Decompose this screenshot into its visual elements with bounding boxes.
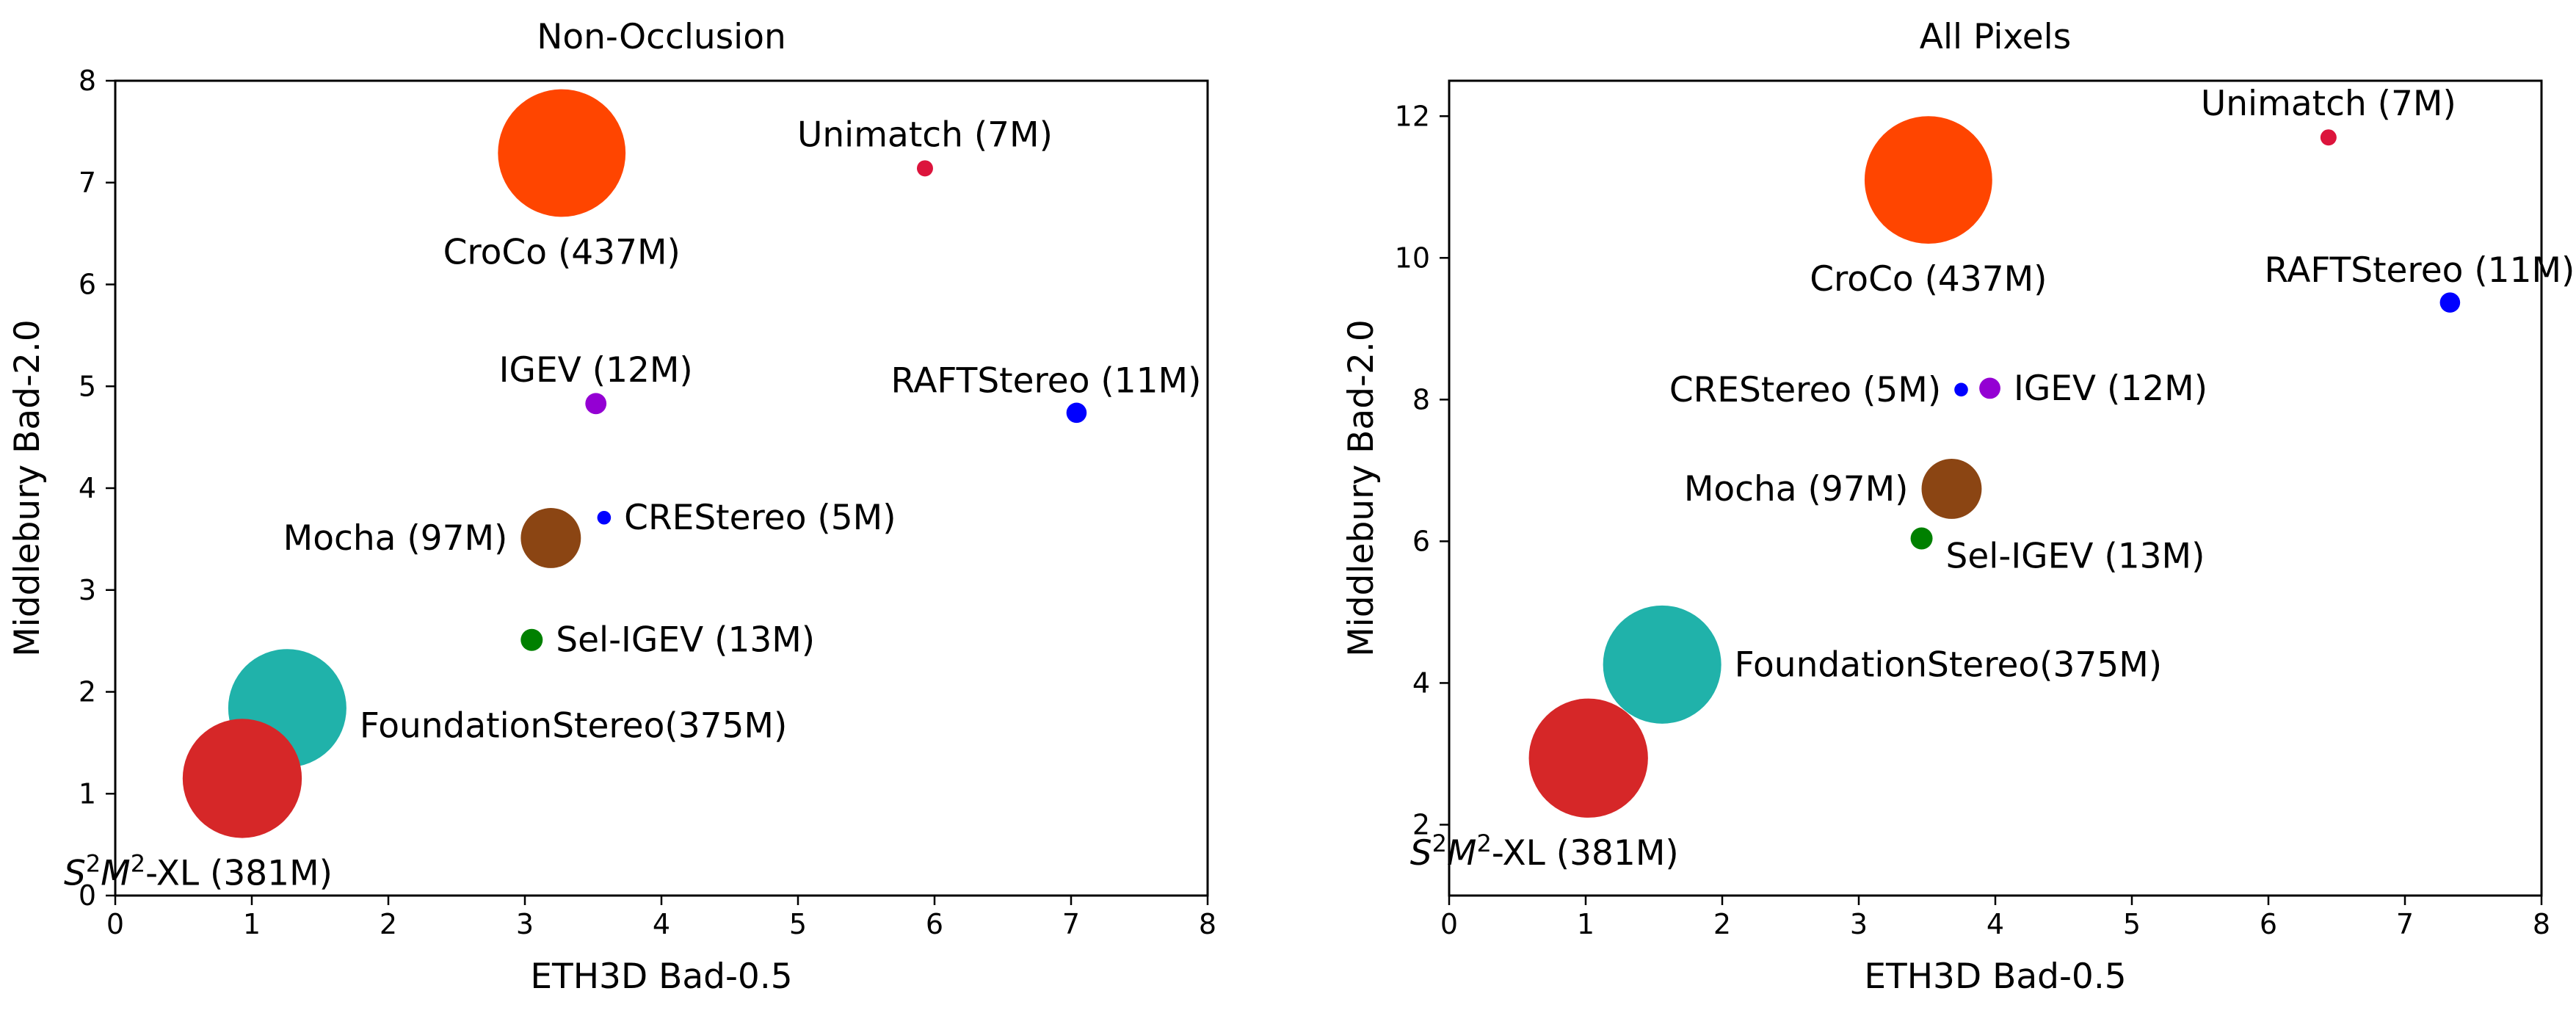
y-tick-label: 6 [79, 269, 96, 301]
y-tick-label: 10 [1395, 242, 1430, 274]
y-tick-label: 3 [79, 574, 96, 606]
point-label: FoundationStereo(375M) [1735, 645, 2162, 685]
point-label: CREStereo (5M) [1669, 370, 1941, 410]
x-tick-label: 2 [1713, 908, 1731, 940]
x-tick-label: 1 [1577, 908, 1594, 940]
x-axis-label: ETH3D Bad-0.5 [530, 956, 792, 997]
y-tick-label: 0 [79, 879, 96, 912]
point-label: S2M2-XL (381M) [1410, 829, 1679, 874]
x-tick-label: 6 [926, 908, 943, 940]
x-tick-label: 0 [106, 908, 124, 940]
point-label: IGEV (12M) [2014, 368, 2207, 409]
point-igev-12m [1979, 377, 2000, 399]
point-label: CREStereo (5M) [624, 498, 896, 538]
x-tick-label: 5 [2123, 908, 2141, 940]
point-label: S2M2-XL (381M) [64, 850, 333, 894]
x-tick-label: 2 [380, 908, 397, 940]
point-croco-437m [498, 89, 626, 217]
point-raftstereo-11m [1066, 402, 1087, 424]
point-crestereo-5m [597, 510, 612, 525]
point-xl-381m [1528, 698, 1648, 818]
point-crestereo-5m [1954, 382, 1968, 397]
point-raftstereo-11m [2439, 292, 2461, 313]
x-tick-label: 5 [789, 908, 807, 940]
x-tick-label: 1 [243, 908, 261, 940]
point-croco-437m [1864, 116, 1992, 244]
point-label: CroCo (437M) [1810, 259, 2047, 299]
y-tick-label: 6 [1412, 525, 1430, 557]
point-sel-igev-13m [1910, 527, 1933, 550]
point-label: FoundationStereo(375M) [360, 706, 787, 747]
panel-non-occlusion: Non-Occlusion 0 1 2 3 4 5 6 7 8 0 1 2 3 4 5 6 7 8 ETH3D Bad… [7, 17, 1216, 997]
point-mocha-97m [520, 508, 581, 568]
y-tick-label: 2 [79, 676, 96, 708]
x-tick-label: 8 [1199, 908, 1216, 940]
y-tick-label: 1 [79, 777, 96, 810]
point-unimatch-7m [916, 160, 933, 177]
point-xl-381m [182, 719, 302, 838]
point-label: Sel-IGEV (13M) [556, 620, 815, 661]
y-tick-label: 12 [1395, 100, 1430, 132]
x-tick-label: 7 [2396, 908, 2414, 940]
point-label: RAFTStereo (11M) [2264, 250, 2575, 291]
point-label: CroCo (437M) [443, 232, 681, 272]
y-tick-label: 8 [79, 65, 96, 97]
x-tick-label: 3 [1850, 908, 1868, 940]
x-axis-label: ETH3D Bad-0.5 [1864, 956, 2126, 997]
point-label: Unimatch (7M) [797, 115, 1053, 155]
point-label: Mocha (97M) [283, 518, 508, 559]
point-label: Unimatch (7M) [2201, 84, 2456, 124]
point-label: IGEV (12M) [499, 350, 693, 391]
chart-title: All Pixels [1920, 17, 2071, 57]
point-mocha-97m [1921, 459, 1982, 519]
chart-title: Non-Occlusion [537, 17, 786, 57]
x-tick-label: 8 [2533, 908, 2550, 940]
y-tick-label: 7 [79, 167, 96, 199]
x-tick-label: 7 [1062, 908, 1080, 940]
point-label: Sel-IGEV (13M) [1946, 537, 2205, 577]
y-tick-label: 4 [79, 472, 96, 504]
y-axis-label: Middlebury Bad-2.0 [7, 319, 48, 657]
point-foundationstereo-375m [1603, 605, 1721, 724]
point-label: Mocha (97M) [1684, 469, 1909, 509]
x-tick-label: 3 [516, 908, 534, 940]
y-tick-label: 8 [1412, 383, 1430, 415]
x-tick-label: 0 [1440, 908, 1458, 940]
point-unimatch-7m [2320, 129, 2337, 146]
point-label: RAFTStereo (11M) [891, 360, 1202, 401]
point-sel-igev-13m [520, 628, 543, 651]
y-tick-label: 5 [79, 370, 96, 402]
x-tick-label: 4 [653, 908, 670, 940]
point-igev-12m [585, 393, 607, 415]
x-tick-label: 4 [1987, 908, 2004, 940]
y-axis-label: Middlebury Bad-2.0 [1341, 319, 1382, 657]
x-tick-label: 6 [2260, 908, 2277, 940]
y-tick-label: 2 [1412, 808, 1430, 840]
y-tick-label: 4 [1412, 667, 1430, 699]
